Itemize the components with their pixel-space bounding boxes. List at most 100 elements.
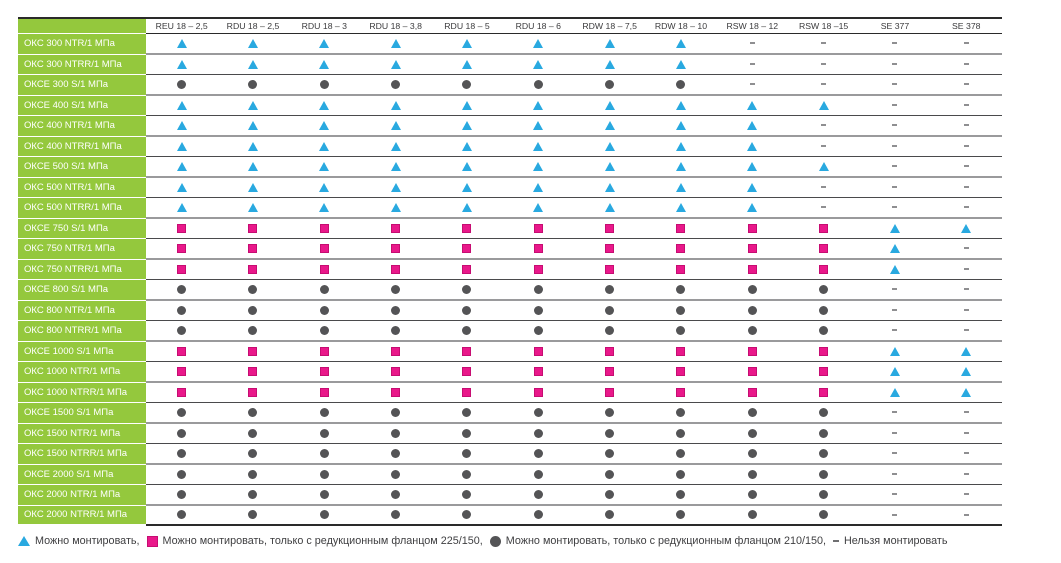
triangle-icon xyxy=(390,161,401,171)
table-cell xyxy=(859,95,931,116)
square-icon xyxy=(533,346,543,356)
dash-icon xyxy=(821,83,827,86)
dash-icon xyxy=(892,104,898,107)
triangle-icon xyxy=(319,161,330,171)
table-cell xyxy=(930,280,1002,301)
dash-icon xyxy=(892,83,898,86)
table-cell xyxy=(146,423,218,444)
square-icon xyxy=(819,243,829,253)
triangle-icon xyxy=(747,182,758,192)
triangle-icon xyxy=(176,141,187,151)
triangle-icon xyxy=(176,100,187,110)
circle-icon xyxy=(676,407,686,417)
table-cell xyxy=(645,95,717,116)
square-icon xyxy=(605,264,615,274)
table-cell xyxy=(288,280,360,301)
triangle-icon xyxy=(533,59,544,69)
square-icon xyxy=(177,346,187,356)
table-cell xyxy=(431,116,503,137)
dash-icon xyxy=(892,411,898,414)
table-cell xyxy=(146,136,218,157)
square-icon xyxy=(676,223,686,233)
table-cell xyxy=(359,362,432,383)
circle-icon xyxy=(676,305,686,315)
triangle-icon xyxy=(319,120,330,130)
square-icon xyxy=(177,366,187,376)
table-cell xyxy=(859,505,931,526)
table-cell xyxy=(146,300,218,321)
table-cell xyxy=(787,239,860,260)
dash-icon xyxy=(963,206,969,209)
triangle-icon xyxy=(390,182,401,192)
table-cell xyxy=(359,464,432,485)
table-cell xyxy=(359,382,432,403)
triangle-icon xyxy=(247,100,258,110)
table-cell xyxy=(930,300,1002,321)
triangle-icon xyxy=(533,161,544,171)
table-cell xyxy=(431,54,503,75)
table-cell xyxy=(573,382,646,403)
triangle-icon xyxy=(604,100,615,110)
table-cell xyxy=(787,485,860,506)
dash-icon xyxy=(821,124,827,127)
square-icon xyxy=(319,366,329,376)
table-cell xyxy=(930,95,1002,116)
dash-icon xyxy=(749,63,755,66)
circle-icon xyxy=(747,407,757,417)
dash-icon xyxy=(963,268,969,271)
table-cell xyxy=(431,75,503,96)
triangle-icon xyxy=(390,141,401,151)
table-cell xyxy=(431,505,503,526)
triangle-icon xyxy=(176,161,187,171)
square-icon xyxy=(391,264,401,274)
square-icon xyxy=(533,223,543,233)
circle-icon xyxy=(462,510,472,520)
table-cell xyxy=(645,54,717,75)
triangle-icon xyxy=(533,38,544,48)
legend-symbol xyxy=(832,540,839,542)
square-icon xyxy=(533,243,543,253)
row-header: ОКСЕ 400 S/1 МПа xyxy=(18,95,146,116)
table-cell xyxy=(930,116,1002,137)
triangle-icon xyxy=(319,100,330,110)
column-header: RDW 18 – 7,5 xyxy=(573,19,646,34)
circle-icon xyxy=(747,510,757,520)
dash-icon xyxy=(821,186,827,189)
table-row: ОКСЕ 800 S/1 МПа xyxy=(18,280,1002,301)
triangle-icon xyxy=(747,100,758,110)
table-cell xyxy=(716,464,788,485)
circle-icon xyxy=(391,489,401,499)
square-icon xyxy=(747,243,757,253)
table-cell xyxy=(573,116,646,137)
table-cell xyxy=(146,464,218,485)
table-row: ОКСЕ 750 S/1 МПа xyxy=(18,218,1002,239)
circle-icon xyxy=(248,284,258,294)
triangle-icon xyxy=(390,38,401,48)
table-cell xyxy=(431,321,503,342)
table-cell xyxy=(573,505,646,526)
circle-icon xyxy=(676,510,686,520)
square-icon xyxy=(248,264,258,274)
dash-icon xyxy=(963,329,969,332)
table-cell xyxy=(716,218,788,239)
circle-icon xyxy=(391,407,401,417)
triangle-icon xyxy=(675,182,686,192)
column-header: REU 18 – 2,5 xyxy=(146,19,218,34)
circle-icon xyxy=(819,325,829,335)
table-cell xyxy=(288,382,360,403)
circle-icon xyxy=(747,448,757,458)
circle-icon xyxy=(177,325,187,335)
table-row: ОКС 2000 NTR/1 МПа xyxy=(18,485,1002,506)
triangle-icon xyxy=(390,100,401,110)
table-cell xyxy=(573,54,646,75)
table-cell xyxy=(930,423,1002,444)
dash-icon xyxy=(892,288,898,291)
square-icon xyxy=(462,387,472,397)
circle-icon xyxy=(819,510,829,520)
table-cell xyxy=(502,198,574,219)
square-icon xyxy=(248,346,258,356)
column-header: RSW 18 – 12 xyxy=(716,19,788,34)
dash-icon xyxy=(892,452,898,455)
triangle-icon xyxy=(961,223,972,233)
dash-icon xyxy=(749,42,755,45)
